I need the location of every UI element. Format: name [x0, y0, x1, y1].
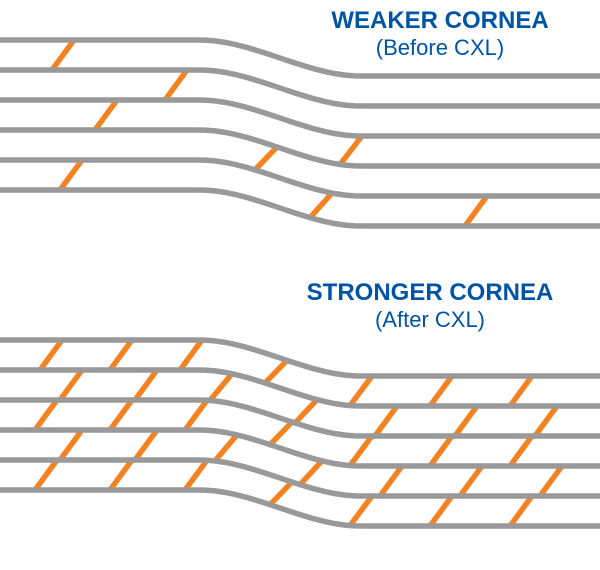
crosslink: [180, 340, 202, 370]
crosslink: [60, 160, 82, 190]
crosslink: [430, 436, 452, 466]
crosslink: [295, 400, 317, 423]
crosslink: [340, 136, 362, 164]
crosslink: [165, 70, 187, 100]
crosslink: [270, 482, 292, 505]
crosslink: [110, 400, 132, 430]
crosslink: [210, 374, 232, 401]
crosslink: [35, 460, 57, 490]
crosslink: [430, 496, 452, 526]
weaker-title-block: WEAKER CORNEA(Before CXL): [310, 8, 570, 61]
crosslink: [310, 193, 332, 218]
crosslink: [110, 340, 132, 370]
crosslink: [40, 340, 62, 370]
weaker-title: WEAKER CORNEA: [310, 8, 570, 34]
crosslink: [60, 370, 82, 400]
crosslink: [540, 466, 562, 496]
weaker-subtitle: (Before CXL): [310, 36, 570, 60]
crosslink: [535, 406, 557, 436]
crosslink: [135, 370, 157, 400]
crosslink: [510, 496, 532, 526]
crosslink: [455, 406, 477, 436]
crosslink: [465, 196, 487, 226]
stronger-title: STRONGER CORNEA: [280, 280, 580, 306]
crosslink: [95, 100, 117, 130]
weaker-fibers: [0, 40, 600, 226]
stronger-fibers: [0, 340, 600, 526]
crosslink: [430, 376, 452, 406]
crosslink: [265, 360, 287, 383]
stronger-subtitle: (After CXL): [280, 308, 580, 332]
crosslink: [185, 460, 207, 490]
crosslink: [52, 40, 74, 70]
crosslink: [380, 466, 402, 496]
crosslink: [375, 406, 397, 436]
crosslink: [135, 430, 157, 460]
crosslink: [300, 461, 322, 485]
crosslink: [270, 422, 292, 445]
crosslink: [185, 400, 207, 430]
crosslink: [110, 460, 132, 490]
stronger-title-block: STRONGER CORNEA(After CXL): [280, 280, 580, 333]
crosslink: [350, 496, 372, 526]
crosslink: [215, 435, 237, 461]
crosslink: [255, 147, 277, 170]
crosslink: [350, 436, 372, 466]
stronger-svg: [0, 300, 600, 570]
crosslink: [510, 436, 532, 466]
crosslink: [60, 430, 82, 460]
crosslink: [35, 400, 57, 430]
crosslink: [350, 376, 372, 406]
crosslink: [460, 466, 482, 496]
crosslink: [510, 376, 532, 406]
